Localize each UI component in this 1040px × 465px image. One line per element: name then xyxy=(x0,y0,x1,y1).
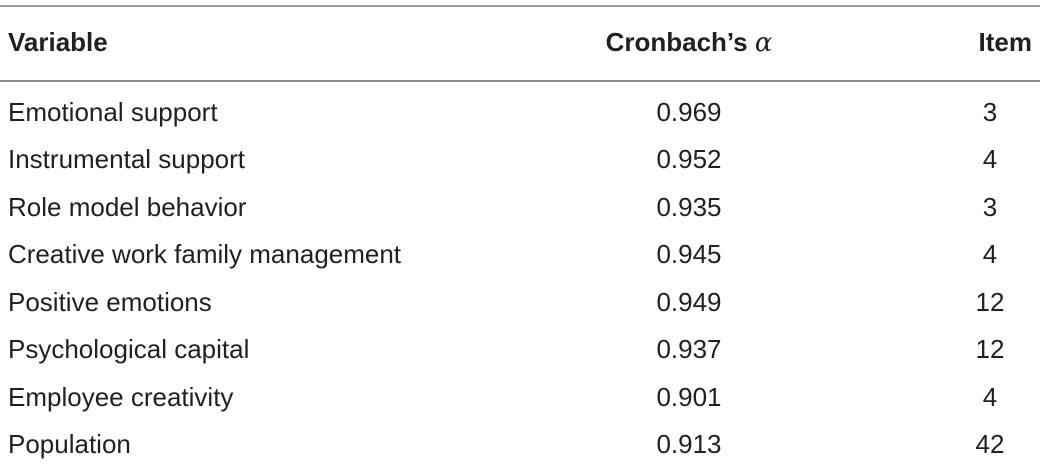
table-row-alpha: 0.937 xyxy=(656,334,722,364)
table-row-alpha: 0.945 xyxy=(656,239,722,269)
alpha-symbol: α xyxy=(754,28,773,58)
table-row-item: 4 xyxy=(982,239,998,269)
table-row-variable: Role model behavior xyxy=(8,192,247,222)
table-row-variable: Instrumental support xyxy=(8,144,246,174)
table-row-variable: Emotional support xyxy=(8,97,218,127)
table-row-item: 42 xyxy=(975,429,1005,459)
table-row-variable: Psychological capital xyxy=(8,334,250,364)
table-row-alpha: 0.969 xyxy=(656,97,722,127)
table-top-rule xyxy=(0,5,1040,7)
table-row-alpha: 0.935 xyxy=(656,192,722,222)
table-row-item: 12 xyxy=(975,334,1005,364)
table-row-alpha: 0.949 xyxy=(656,287,722,317)
table-row-variable: Employee creativity xyxy=(8,382,234,412)
table-row-alpha: 0.952 xyxy=(656,144,722,174)
table-row-variable: Creative work family management xyxy=(8,239,402,269)
table-row-item: 4 xyxy=(982,144,998,174)
table-header-rule xyxy=(0,80,1040,82)
table-row-alpha: 0.901 xyxy=(656,382,722,412)
header-item: Item xyxy=(978,27,1032,57)
header-variable: Variable xyxy=(8,27,108,57)
table-row-alpha: 0.913 xyxy=(656,429,722,459)
table-row-item: 3 xyxy=(982,97,998,127)
table-row-variable: Positive emotions xyxy=(8,287,212,317)
header-alpha-label: Cronbach’s xyxy=(605,27,755,57)
header-cronbach-alpha: Cronbach’s α xyxy=(574,26,804,59)
table-row-item: 4 xyxy=(982,382,998,412)
table-row-item: 12 xyxy=(975,287,1005,317)
table-row-item: 3 xyxy=(982,192,998,222)
table-row-variable: Population xyxy=(8,429,131,459)
